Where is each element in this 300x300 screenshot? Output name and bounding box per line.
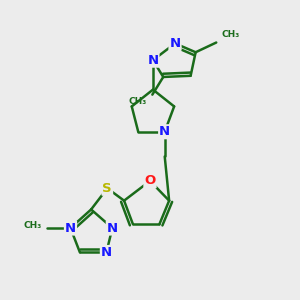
Text: N: N	[159, 125, 170, 138]
Text: N: N	[65, 221, 76, 235]
Text: CH₃: CH₃	[23, 221, 42, 230]
Text: N: N	[147, 54, 158, 67]
Text: N: N	[101, 246, 112, 259]
Text: O: O	[144, 174, 156, 188]
Text: S: S	[103, 182, 112, 195]
Text: CH₃: CH₃	[129, 97, 147, 106]
Text: N: N	[169, 37, 181, 50]
Text: CH₃: CH₃	[221, 30, 240, 39]
Text: N: N	[107, 221, 118, 235]
